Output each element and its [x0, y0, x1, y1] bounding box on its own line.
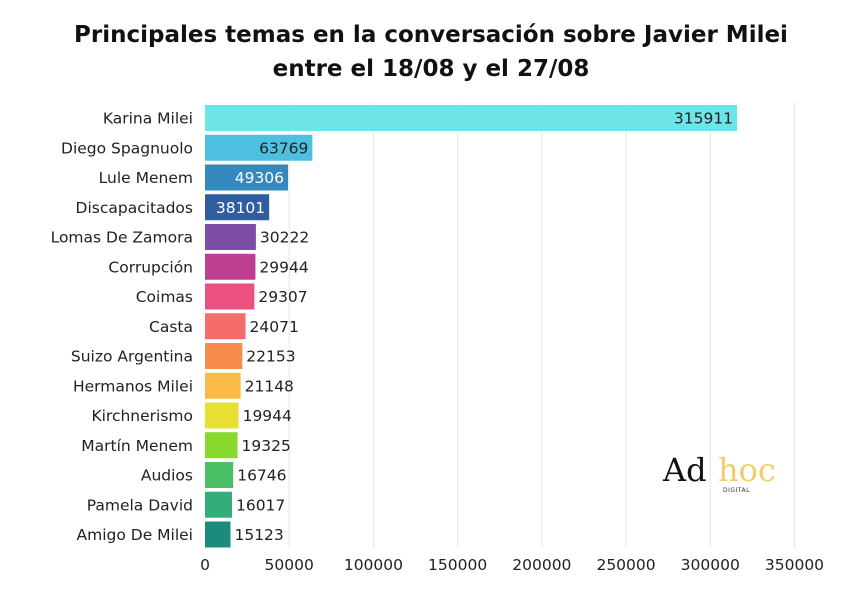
- category-label: Discapacitados: [76, 199, 193, 217]
- gridlines: [288, 103, 795, 547]
- value-label: 38101: [216, 199, 265, 217]
- bar: [205, 343, 243, 369]
- x-tick-label: 50000: [265, 556, 314, 574]
- bar: [205, 372, 241, 399]
- value-label: 19325: [242, 437, 291, 455]
- value-labels: 315911 63769 49306 38101 30222 29944 29307 2407…: [216, 110, 733, 545]
- value-label: 15123: [234, 526, 283, 544]
- bar: [205, 313, 246, 340]
- category-label: Lule Menem: [99, 169, 193, 187]
- category-label: Lomas De Zamora: [51, 229, 193, 247]
- value-label: 315911: [674, 110, 733, 128]
- category-label: Corrupción: [108, 258, 193, 276]
- chart-title-line-2: entre el 18/08 y el 27/08: [272, 56, 590, 82]
- bar: [205, 402, 239, 429]
- category-label: Audios: [141, 467, 193, 485]
- x-tick-label: 150000: [428, 556, 487, 574]
- logo-hoc-text: hoc: [718, 451, 776, 489]
- value-label: 49306: [235, 169, 284, 187]
- adhoc-logo: Ad hoc DIGITAL: [663, 452, 793, 496]
- x-tick-label: 300000: [681, 556, 740, 574]
- value-label: 22153: [246, 348, 295, 366]
- category-label: Coimas: [136, 288, 193, 306]
- x-axis-ticks: 0 50000 100000 150000 200000 250000 300000 3500…: [200, 556, 824, 574]
- value-label: 30222: [260, 229, 309, 247]
- value-label: 63769: [259, 139, 308, 157]
- bar: [205, 283, 255, 310]
- logo-ad-text: Ad: [663, 451, 707, 489]
- category-label: Kirchnerismo: [91, 407, 193, 425]
- bar: [205, 194, 270, 221]
- category-label: Diego Spagnuolo: [61, 139, 193, 157]
- bar: [205, 164, 289, 191]
- category-label: Karina Milei: [103, 110, 193, 128]
- category-label: Casta: [149, 318, 193, 336]
- category-label: Suizo Argentina: [71, 348, 193, 366]
- x-tick-label: 200000: [512, 556, 571, 574]
- bar: [205, 105, 738, 131]
- category-label: Pamela David: [87, 496, 193, 514]
- logo-digital-text: DIGITAL: [723, 487, 750, 494]
- x-tick-label: 250000: [596, 556, 655, 574]
- category-label: Martín Menem: [81, 437, 193, 455]
- value-label: 16017: [236, 496, 285, 514]
- chart-title-line-1: Principales temas en la conversación sob…: [74, 22, 788, 48]
- value-label: 29944: [259, 258, 308, 276]
- value-label: 16746: [237, 467, 286, 485]
- value-label: 24071: [250, 318, 299, 336]
- value-label: 21148: [245, 377, 294, 395]
- bar: [205, 253, 256, 280]
- bar: [205, 432, 238, 459]
- category-labels: Karina Milei Diego Spagnuolo Lule Menem Dis…: [51, 110, 193, 545]
- x-tick-label: 100000: [344, 556, 403, 574]
- bar: [205, 521, 231, 548]
- bar: [205, 491, 232, 518]
- bar: [205, 462, 234, 488]
- chart-title: Principales temas en la conversación sob…: [0, 18, 862, 86]
- bar: [205, 134, 313, 161]
- value-label: 19944: [243, 407, 292, 425]
- bars: [205, 105, 738, 548]
- category-label: Hermanos Milei: [73, 377, 193, 395]
- category-label: Amigo De Milei: [77, 526, 194, 544]
- x-tick-label: 350000: [765, 556, 824, 574]
- bar: [205, 224, 256, 250]
- value-label: 29307: [258, 288, 307, 306]
- x-tick-label: 0: [200, 556, 210, 574]
